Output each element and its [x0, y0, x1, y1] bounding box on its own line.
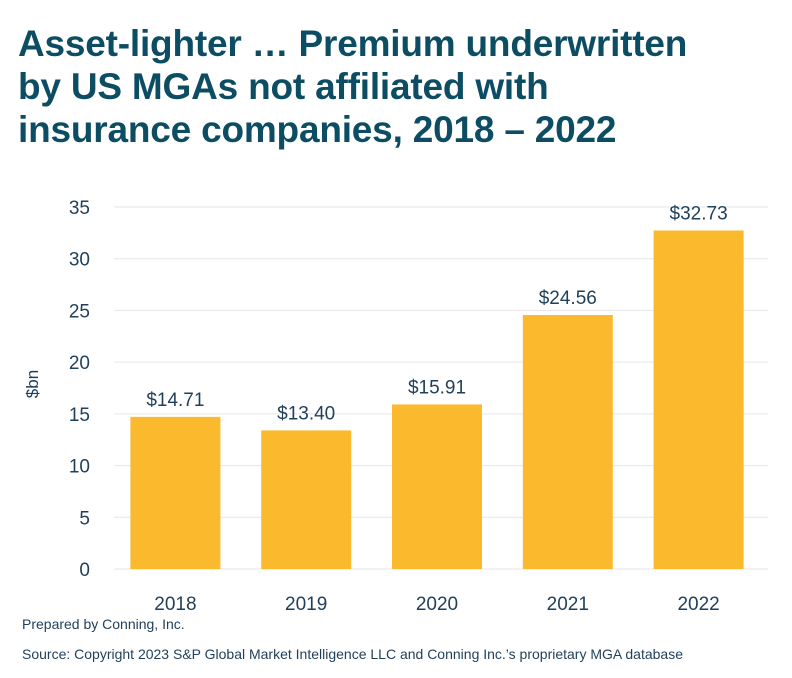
y-axis-label: $bn — [23, 370, 42, 398]
chart-title-line: by US MGAs not affiliated with — [18, 66, 549, 107]
bar — [522, 314, 613, 569]
prepared-by-note: Prepared by Conning, Inc. — [22, 616, 185, 632]
x-tick-label: 2020 — [416, 594, 458, 615]
bar — [130, 416, 221, 569]
y-tick-label: 15 — [69, 405, 90, 426]
bar — [261, 430, 352, 569]
data-labels: $14.71 $13.40 $15.91 $24.56 $32.73 — [146, 203, 727, 424]
data-label: $24.56 — [539, 288, 597, 309]
y-tick-label: 30 — [69, 250, 90, 271]
data-label: $15.91 — [408, 377, 466, 398]
y-axis-ticks: 0 5 10 15 20 25 30 35 — [69, 198, 90, 581]
y-tick-label: 0 — [79, 560, 90, 581]
source-note: Source: Copyright 2023 S&P Global Market… — [22, 646, 683, 662]
bar — [653, 230, 744, 570]
x-tick-label: 2022 — [677, 594, 719, 615]
x-tick-label: 2018 — [154, 594, 196, 615]
y-tick-label: 5 — [79, 508, 90, 529]
data-label: $32.73 — [670, 203, 728, 224]
y-tick-label: 25 — [69, 301, 90, 322]
bar — [392, 404, 482, 569]
data-label: $14.71 — [146, 390, 204, 411]
x-tick-label: 2021 — [547, 594, 589, 615]
chart-title-line: Asset-lighter … Premium underwritten — [18, 23, 688, 64]
chart-title-line: insurance companies, 2018 – 2022 — [18, 109, 617, 150]
bars — [130, 230, 744, 570]
y-tick-label: 10 — [69, 457, 90, 478]
y-tick-label: 20 — [69, 353, 90, 374]
x-tick-label: 2019 — [285, 594, 327, 615]
data-label: $13.40 — [277, 403, 335, 424]
x-axis-ticks: 2018 2019 2020 2021 2022 — [154, 594, 719, 615]
chart-title: Asset-lighter … Premium underwritten by … — [18, 22, 778, 151]
y-tick-label: 35 — [69, 198, 90, 219]
